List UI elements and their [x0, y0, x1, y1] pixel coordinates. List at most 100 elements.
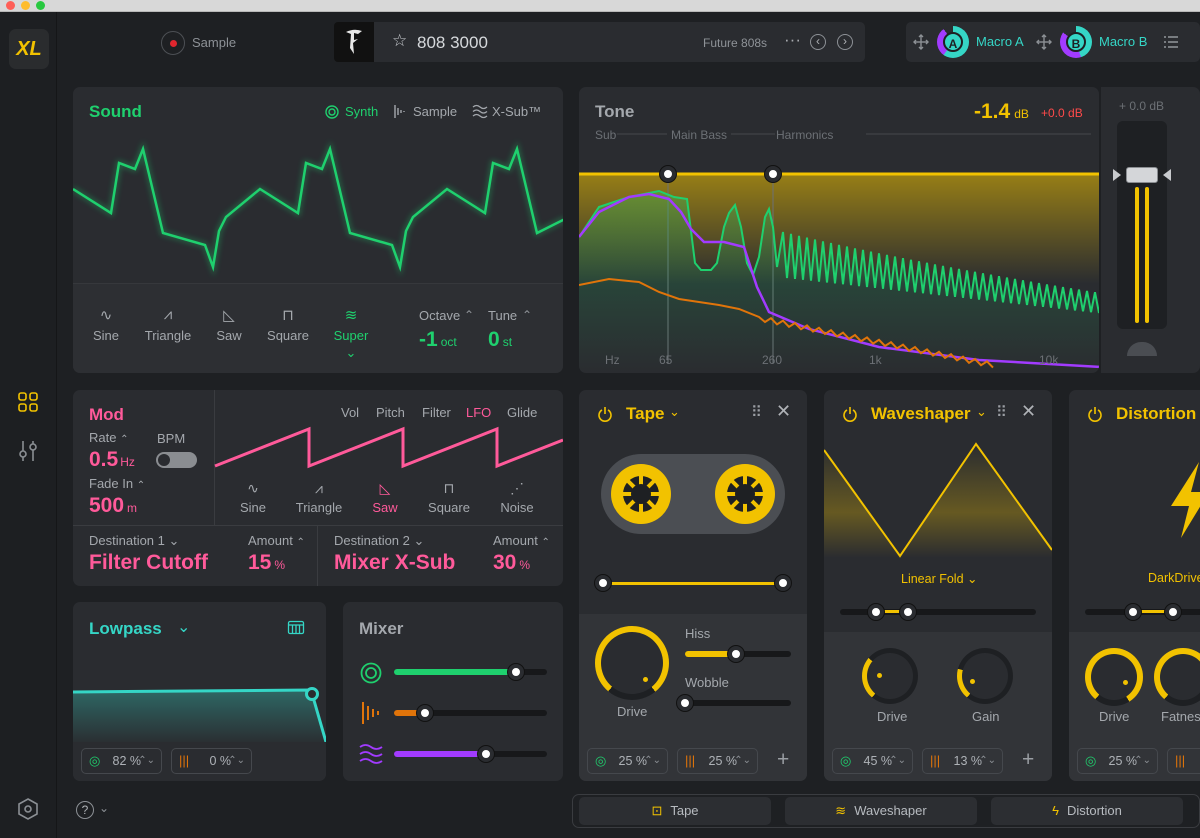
settings-hex-icon[interactable]: [18, 798, 38, 820]
tape-range-end[interactable]: [775, 575, 791, 591]
harmonics-handle[interactable]: [765, 166, 781, 182]
rate-label[interactable]: Rate ⌃: [89, 430, 129, 445]
tape-power-icon[interactable]: [598, 407, 612, 422]
amount1-label[interactable]: Amount ⌃: [248, 533, 305, 548]
amount2-label[interactable]: Amount ⌃: [493, 533, 550, 548]
previous-preset-button[interactable]: ‹: [810, 34, 826, 50]
tape-remove-icon[interactable]: ✕: [776, 401, 792, 421]
fade-in-label[interactable]: Fade In ⌃: [89, 476, 146, 491]
preset-pack[interactable]: Future 808s: [703, 36, 768, 50]
lfo-wave-triangle-button[interactable]: Triangle: [295, 500, 343, 515]
waveshaper-drive-knob[interactable]: [862, 648, 918, 704]
tone-gain-readout[interactable]: -1.4 dB: [974, 100, 1029, 124]
octave-stepper-icon[interactable]: ⌃: [464, 308, 475, 322]
help-button[interactable]: ?: [76, 801, 94, 819]
preset-name[interactable]: 808 3000: [417, 33, 488, 52]
filter-title[interactable]: Lowpass: [89, 619, 162, 638]
tab-synth[interactable]: Synth: [345, 104, 379, 119]
main-bass-handle[interactable]: [660, 166, 676, 182]
list-menu-icon[interactable]: [1164, 36, 1178, 48]
tune-stepper-icon[interactable]: ⌃: [522, 308, 533, 322]
distortion-mode-select[interactable]: DarkDrive: [1148, 571, 1200, 585]
zoom-window-button[interactable]: [36, 1, 45, 10]
lfo-wave-icon-noise[interactable]: ⋰: [510, 480, 524, 496]
tape-synth-chip[interactable]: ◎ 25 % ⌃⌄: [587, 748, 668, 774]
wave-icon-saw[interactable]: ◺: [223, 307, 235, 324]
distortion-fatness-knob[interactable]: [1154, 648, 1200, 706]
tab-xsub[interactable]: X-Sub™: [492, 104, 542, 119]
tone-fader-handle[interactable]: [1126, 167, 1158, 183]
next-preset-button[interactable]: ›: [837, 34, 853, 50]
wave-icon-sine[interactable]: ∿: [99, 307, 113, 324]
distortion-drive-knob[interactable]: [1085, 648, 1143, 706]
destination1-value[interactable]: Filter Cutoff: [89, 551, 208, 574]
tape-menu-chevron-icon[interactable]: ⌄: [669, 404, 680, 419]
wave-triangle-button[interactable]: Triangle: [144, 328, 192, 343]
distortion-title[interactable]: Distortion: [1116, 404, 1197, 423]
more-menu-icon[interactable]: ···: [784, 30, 801, 49]
waveshaper-title[interactable]: Waveshaper: [871, 404, 971, 423]
waveshaper-menu-chevron-icon[interactable]: ⌄: [976, 404, 987, 419]
tape-hiss-thumb[interactable]: [727, 646, 744, 662]
waveshaper-add-icon[interactable]: +: [1022, 748, 1035, 771]
tape-wobble-thumb[interactable]: [677, 695, 693, 711]
wave-icon-super[interactable]: ≋: [344, 307, 358, 324]
waveshaper-mode-select[interactable]: Linear Fold ⌄: [901, 572, 978, 586]
amount2-value[interactable]: 30%: [493, 551, 530, 575]
waveshaper-power-icon[interactable]: [843, 407, 857, 422]
wave-icon-square[interactable]: ⊓: [282, 307, 294, 324]
help-chevron-icon[interactable]: ⌄: [99, 801, 110, 815]
bottom-tab-distortion[interactable]: ϟ Distortion: [991, 797, 1183, 825]
tape-sample-chip[interactable]: ||| 25 % ⌃⌄: [677, 748, 758, 774]
mixer-xsub-thumb[interactable]: [477, 746, 494, 762]
lfo-wave-icon-triangle[interactable]: ⩘: [315, 480, 323, 496]
waveshaper-remove-icon[interactable]: ✕: [1021, 401, 1037, 421]
wave-icon-triangle[interactable]: ⩘: [163, 306, 173, 323]
minimize-window-button[interactable]: [21, 1, 30, 10]
lfo-wave-saw-button[interactable]: Saw: [372, 500, 398, 515]
mixer-synth-track[interactable]: [394, 669, 547, 675]
tape-title[interactable]: Tape: [626, 404, 665, 423]
sliders-icon[interactable]: [18, 440, 38, 462]
lfo-wave-icon-sine[interactable]: ∿: [247, 480, 259, 496]
macro-b-label[interactable]: Macro B: [1099, 34, 1148, 49]
move-macro-a-icon[interactable]: [913, 34, 929, 50]
filter-sample-chip[interactable]: ||| 0 % ⌃⌄: [171, 748, 252, 774]
lfo-wave-square-button[interactable]: Square: [428, 500, 470, 515]
filter-keyboard-icon[interactable]: [287, 620, 305, 635]
tape-add-icon[interactable]: +: [777, 748, 790, 771]
wave-super-button[interactable]: Super: [333, 328, 369, 343]
wave-saw-button[interactable]: Saw: [216, 328, 242, 343]
grid-view-icon[interactable]: [18, 392, 38, 412]
distortion-range-end[interactable]: [1165, 604, 1181, 620]
tone-reset-icon[interactable]: [1127, 342, 1157, 356]
filter-type-chevron-icon[interactable]: ⌄: [177, 619, 191, 636]
bottom-tab-tape[interactable]: ⊡ Tape: [579, 797, 771, 825]
move-macro-b-icon[interactable]: [1036, 34, 1052, 50]
mixer-sample-thumb[interactable]: [416, 705, 433, 721]
lfo-wave-noise-button[interactable]: Noise: [500, 500, 534, 515]
waveshaper-sample-chip[interactable]: ||| 13 % ⌃⌄: [922, 748, 1003, 774]
filter-cutoff-handle[interactable]: [305, 687, 319, 701]
mod-tab-glide[interactable]: Glide: [507, 405, 538, 420]
amount1-value[interactable]: 15%: [248, 551, 285, 575]
destination2-value[interactable]: Mixer X-Sub: [334, 551, 456, 574]
tape-drag-handle-icon[interactable]: ⠿: [751, 404, 762, 421]
distortion-synth-chip[interactable]: ◎ 25 % ⌃⌄: [1077, 748, 1158, 774]
lfo-wave-icon-square[interactable]: ⊓: [443, 480, 455, 496]
tape-wobble-track[interactable]: [685, 700, 791, 706]
rate-value[interactable]: 0.5 Hz: [89, 448, 135, 472]
close-window-button[interactable]: [6, 1, 15, 10]
preset-artwork[interactable]: [334, 22, 374, 62]
mod-tab-lfo[interactable]: LFO: [466, 405, 492, 420]
bpm-toggle[interactable]: [156, 452, 197, 468]
waveshaper-range-end[interactable]: [900, 604, 916, 620]
octave-value[interactable]: -1 oct: [419, 328, 457, 352]
macro-b-knob[interactable]: B: [1060, 26, 1092, 58]
wave-square-button[interactable]: Square: [267, 328, 309, 343]
waveshaper-range-start[interactable]: [868, 604, 884, 620]
tape-range-start[interactable]: [595, 575, 611, 591]
waveshaper-range-track[interactable]: [840, 609, 1036, 615]
wave-sine-button[interactable]: Sine: [92, 328, 120, 343]
